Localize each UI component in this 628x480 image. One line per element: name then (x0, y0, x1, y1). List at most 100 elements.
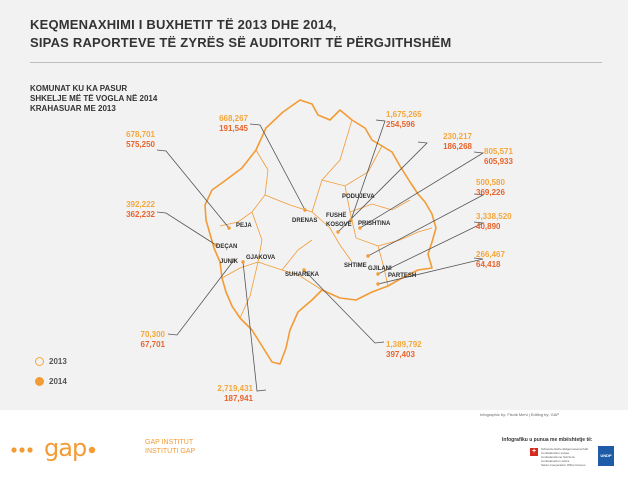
legend-2014: 2014 (35, 377, 67, 386)
value-2013-prishtina: 805,571 (484, 147, 513, 156)
value-2014-suhareka: 397,403 (386, 350, 415, 359)
marker-fushe-kosove (336, 230, 340, 234)
swiss-line-2: Confédération suisse (541, 451, 570, 455)
value-2013-gjakova: 2,719,431 (217, 384, 253, 393)
value-2014-decan: 362,232 (126, 210, 155, 219)
footer (0, 410, 628, 480)
credit-text: Infographic by: Fisnik Mehi | Editing by… (480, 412, 560, 417)
values-gjakova: 2,719,431 187,941 (195, 384, 253, 404)
values-junik: 70,300 67,701 (115, 330, 165, 350)
legend-2014-marker (35, 377, 44, 386)
leader-partesh (377, 257, 484, 285)
kosovo-map (156, 99, 485, 392)
values-peja: 678,701 575,250 (100, 130, 155, 150)
title-line-2: SIPAS RAPORTEVE TË ZYRËS SË AUDITORIT TË… (30, 35, 452, 50)
title-divider (30, 62, 602, 63)
swiss-cross-icon: + (530, 448, 538, 456)
values-drenas: 668,267 191,545 (190, 114, 248, 134)
value-2014-peja: 575,250 (126, 140, 155, 149)
gap-dot-right-icon (88, 446, 96, 454)
map-subtitle: KOMUNAT KU KA PASUR SHKELJE MË TË VOGLA … (30, 84, 157, 114)
label-partesh: PARTESH (388, 273, 417, 279)
institute-name: GAP INSTITUT INSTITUTI GAP (145, 438, 195, 456)
municipal-boundaries (219, 119, 433, 319)
values-podujeva: 1,675,265 254,596 (386, 110, 444, 130)
leader-peja (156, 149, 230, 229)
subtitle-line-3: KRAHASUAR ME 2013 (30, 104, 116, 113)
swiss-agency-text: Schweizerische Eidgenossenschaft Confédé… (541, 447, 591, 467)
swiss-line-4: Confederaziun svizra (541, 459, 570, 463)
marker-suhareka (302, 268, 306, 272)
institute-line-1: GAP INSTITUT (145, 439, 194, 446)
value-2014-junik: 67,701 (140, 340, 165, 349)
label-suhareka: SUHAREKA (285, 272, 320, 278)
value-2014-fushe-kosove: 186,268 (443, 142, 472, 151)
value-2013-partesh: 266,467 (476, 250, 505, 259)
marker-gjilani (376, 272, 380, 276)
value-2014-drenas: 191,545 (219, 124, 248, 133)
subtitle-line-2: SHKELJE MË TË VOGLA NË 2014 (30, 94, 158, 103)
marker-podujeva (349, 218, 353, 222)
marker-gjakova (241, 260, 245, 264)
legend-2013-label: 2013 (49, 357, 67, 366)
kosovo-outline (204, 99, 437, 365)
marker-partesh (376, 282, 380, 286)
value-2013-peja: 678,701 (126, 130, 155, 139)
leader-podujeva (350, 119, 386, 221)
marker-shtime (366, 254, 370, 258)
swiss-line-3: Confederazione Svizzera (541, 455, 575, 459)
value-2013-podujeva: 1,675,265 (386, 110, 422, 119)
leader-gjilani (377, 221, 485, 275)
marker-junik (232, 258, 236, 262)
support-text: Infografiku u punua me mbështetje të: (502, 437, 593, 443)
marker-drenas (303, 208, 307, 212)
legend-2014-label: 2014 (49, 377, 67, 386)
label-gjilani: GJILANI (368, 266, 392, 272)
gap-dots-icon (11, 447, 33, 453)
label-fushe-kosove: FUSHË KOSOVË (326, 212, 352, 230)
value-2014-partesh: 64,418 (476, 260, 501, 269)
label-decan: DEÇAN (216, 244, 238, 250)
value-2014-gjakova: 187,941 (224, 394, 253, 403)
swiss-line-1: Schweizerische Eidgenossenschaft (541, 447, 589, 451)
values-gjilani: 3,338,520 40,890 (476, 212, 536, 232)
value-2013-gjilani: 3,338,520 (476, 212, 512, 221)
leader-junik (167, 259, 235, 336)
value-2013-shtime: 500,580 (476, 178, 505, 187)
value-2014-prishtina: 605,933 (484, 157, 513, 166)
leader-decan (156, 211, 217, 246)
legend-2013: 2013 (35, 357, 67, 366)
label-junik: JUNIK (220, 259, 239, 265)
leader-suhareka (303, 269, 385, 344)
swiss-line-5: Swiss Cooperation Office Kosovo (541, 463, 586, 467)
leader-fushe-kosove (337, 141, 428, 233)
leader-shtime (367, 193, 485, 257)
marker-decan (214, 243, 218, 247)
label-fushe-kosove-line-1: FUSHË (326, 213, 347, 219)
value-2014-podujeva: 254,596 (386, 120, 415, 129)
label-fushe-kosove-line-2: KOSOVË (326, 222, 352, 228)
title-line-1: KEQMENAXHIMI I BUXHETIT TË 2013 DHE 2014… (30, 17, 337, 32)
values-partesh: 266,467 64,418 (476, 250, 528, 270)
municipality-markers (214, 208, 380, 286)
value-2014-shtime: 369,226 (476, 188, 505, 197)
value-2013-decan: 392,222 (126, 200, 155, 209)
legend-2013-marker (35, 357, 44, 366)
label-podujeva: PODUJEVA (342, 194, 375, 200)
label-drenas: DRENAS (292, 218, 318, 224)
values-suhareka: 1,389,792 397,403 (386, 340, 446, 360)
leader-drenas (249, 123, 306, 211)
value-2013-fushe-kosove: 230,217 (443, 132, 472, 141)
page-title: KEQMENAXHIMI I BUXHETIT TË 2013 DHE 2014… (30, 16, 451, 52)
label-gjakova: GJAKOVA (246, 255, 276, 261)
values-fushe-kosove: 230,217 186,268 (420, 132, 472, 152)
gap-logo-text: gap (44, 434, 87, 462)
values-shtime: 500,580 369,226 (476, 178, 528, 198)
values-prishtina: 805,571 605,933 (484, 147, 536, 167)
value-2013-drenas: 668,267 (219, 114, 248, 123)
value-2013-suhareka: 1,389,792 (386, 340, 422, 349)
undp-logo: UNDP (598, 446, 614, 466)
label-shtime: SHTIME (344, 263, 367, 269)
value-2013-junik: 70,300 (140, 330, 165, 339)
label-peja: PEJA (236, 223, 252, 229)
